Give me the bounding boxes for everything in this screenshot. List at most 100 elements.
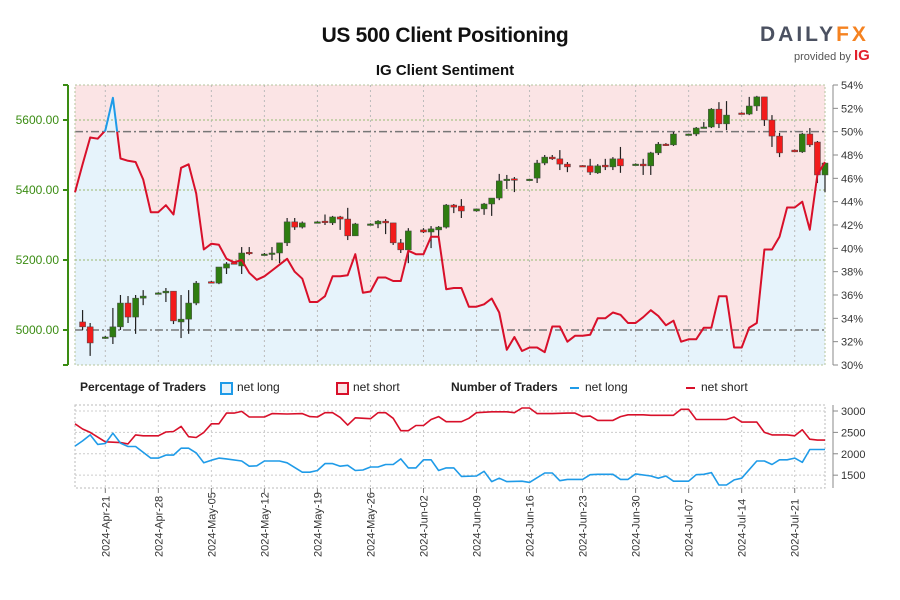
candle bbox=[586, 158, 594, 175]
candle bbox=[473, 208, 480, 212]
candle-body-down bbox=[170, 290, 177, 322]
candle bbox=[738, 112, 745, 115]
candle-body-up bbox=[533, 162, 541, 179]
candle-body-down bbox=[776, 135, 783, 154]
candle-body-up bbox=[132, 297, 139, 318]
candle bbox=[526, 178, 533, 181]
candle-body-up bbox=[192, 282, 200, 304]
candle-body-up bbox=[405, 230, 412, 251]
candle bbox=[79, 310, 86, 330]
candle-body-down bbox=[336, 216, 344, 220]
candle bbox=[761, 96, 768, 126]
candle bbox=[124, 296, 132, 323]
candle bbox=[723, 101, 730, 131]
candle-body-down bbox=[715, 108, 723, 125]
candle-body-up bbox=[109, 326, 117, 338]
candle bbox=[639, 158, 647, 175]
candle bbox=[768, 115, 776, 147]
candle-body-down bbox=[791, 149, 798, 153]
candle bbox=[268, 247, 276, 260]
candle bbox=[609, 157, 617, 171]
pct-tick-label: 52% bbox=[841, 103, 863, 115]
candle-body-up bbox=[647, 152, 655, 167]
candle bbox=[283, 218, 291, 246]
candle bbox=[594, 164, 601, 174]
price-tick-label: 5200.00 bbox=[16, 253, 60, 267]
candle-body-up bbox=[526, 178, 533, 181]
legend-pct-long: net long bbox=[237, 380, 280, 394]
legend-pct-short-swatch bbox=[336, 382, 349, 395]
price-tick-label: 5000.00 bbox=[16, 323, 60, 337]
candle-body-up bbox=[117, 302, 124, 328]
candle bbox=[480, 202, 488, 215]
logo-daily: DAILY bbox=[760, 23, 837, 46]
candle bbox=[177, 295, 185, 339]
candle bbox=[685, 133, 692, 136]
candle-body-up bbox=[723, 114, 730, 125]
candle-body-up bbox=[670, 133, 677, 146]
candle bbox=[374, 220, 382, 229]
lower-plot-border bbox=[74, 404, 826, 489]
logo-fx: FX bbox=[836, 23, 869, 46]
legend-num-short-swatch bbox=[686, 387, 695, 389]
candle bbox=[776, 132, 783, 158]
pct-tick-label: 44% bbox=[841, 197, 863, 209]
candle bbox=[420, 228, 427, 234]
candle bbox=[745, 96, 753, 116]
candle-body-down bbox=[344, 218, 351, 237]
candle bbox=[602, 158, 609, 171]
candle-body-up bbox=[503, 178, 511, 181]
candle bbox=[715, 102, 723, 129]
candle-body-up bbox=[329, 216, 336, 224]
dailyfx-logo: DAILYFX provided by IG bbox=[760, 23, 870, 65]
candle bbox=[495, 173, 503, 201]
legend-pct-heading: Percentage of Traders bbox=[80, 380, 207, 394]
candle-body-up bbox=[753, 96, 761, 107]
legend-num-heading: Number of Traders bbox=[451, 380, 558, 394]
candle bbox=[329, 215, 336, 225]
candle-body-down bbox=[806, 133, 814, 146]
candle bbox=[549, 155, 556, 160]
candle-body-up bbox=[367, 223, 374, 226]
x-tick-label: 2024-Jul-07 bbox=[684, 499, 696, 557]
candle bbox=[708, 108, 715, 129]
candle-body-up bbox=[435, 226, 442, 231]
candle-body-down bbox=[420, 229, 427, 233]
price-tick-label: 5400.00 bbox=[16, 183, 60, 197]
candle-body-down bbox=[586, 165, 594, 173]
candle bbox=[450, 204, 458, 214]
candle-body-up bbox=[268, 252, 276, 255]
candle-body-down bbox=[450, 204, 458, 208]
legend-num-long: net long bbox=[585, 380, 628, 394]
candle bbox=[117, 295, 124, 330]
candle-body-down bbox=[458, 205, 465, 212]
pct-tick-label: 36% bbox=[841, 290, 863, 302]
candle-body-down bbox=[617, 158, 624, 167]
candle-body-up bbox=[261, 253, 268, 256]
candle bbox=[223, 262, 230, 274]
candle-body-up bbox=[185, 302, 192, 320]
candle bbox=[185, 290, 192, 334]
candle bbox=[208, 281, 215, 284]
candle bbox=[276, 242, 283, 264]
provided-by-text: provided by bbox=[794, 51, 851, 63]
candle bbox=[336, 215, 344, 230]
candle bbox=[662, 143, 670, 146]
traders-tick-label: 2000 bbox=[841, 449, 865, 461]
candle-body-down bbox=[738, 112, 745, 115]
candle-body-up bbox=[102, 336, 109, 339]
candle-body-up bbox=[442, 204, 450, 228]
x-tick-label: 2024-May-12 bbox=[259, 492, 271, 557]
candle-body-down bbox=[761, 96, 768, 121]
candle bbox=[299, 221, 306, 229]
candle bbox=[192, 281, 200, 306]
candle-body-up bbox=[473, 208, 480, 212]
logo-provided-by: provided by IG bbox=[794, 47, 870, 64]
chart-title: US 500 Client Positioning bbox=[321, 24, 569, 47]
candle bbox=[458, 199, 465, 218]
candle-body-down bbox=[389, 222, 397, 244]
candle-body-up bbox=[692, 127, 700, 135]
x-tick-label: 2024-Jul-21 bbox=[790, 499, 802, 557]
candle-body-down bbox=[208, 281, 215, 284]
